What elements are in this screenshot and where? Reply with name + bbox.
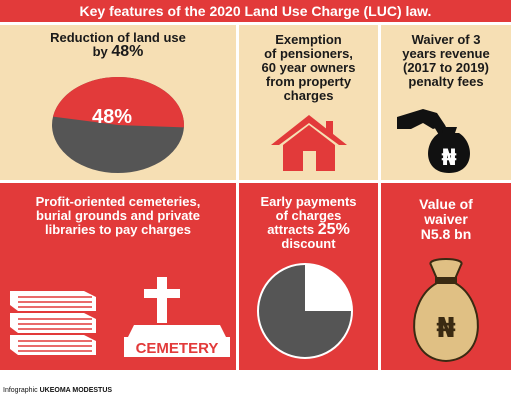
credit-prefix: Infographic: [3, 387, 40, 394]
p2-line4: from property: [265, 74, 352, 89]
p2-line3: 60 year owners: [261, 60, 356, 75]
p6-line3: N5.8 bn: [420, 226, 472, 242]
p5-line3: attracts 25%: [239, 221, 378, 238]
panel-pensioner-exemption: Exemption of pensioners, 60 year owners …: [239, 25, 378, 180]
naira-symbol: ₦: [436, 311, 455, 344]
p4-line3: libraries to pay charges: [45, 222, 191, 237]
panel-text: Value of waiver N5.8 bn: [381, 197, 511, 242]
panel-early-payment-discount: Early payments of charges attracts 25% d…: [239, 183, 378, 370]
p5-line1: Early payments: [260, 194, 357, 209]
panel-cemeteries-libraries: Profit-oriented cemeteries, burial groun…: [0, 183, 236, 370]
cemetery-sign-text: CEMETERY: [136, 340, 219, 357]
p2-line1: Exemption: [275, 32, 342, 47]
panel-penalty-waiver: Waiver of 3 years revenue (2017 to 2019)…: [381, 25, 511, 180]
panel-text: Reduction of land use by 48%: [0, 30, 236, 60]
p1-line2b: 48%: [111, 43, 144, 60]
panel-text: Early payments of charges attracts 25% d…: [239, 195, 378, 251]
panel-waiver-value: Value of waiver N5.8 bn ₦: [381, 183, 511, 370]
house-icon: [271, 115, 347, 171]
discount-pie-icon: [257, 263, 353, 359]
infographic-credit: Infographic UKEOMA MODESTUS: [3, 387, 112, 394]
p4-line1: Profit-oriented cemeteries,: [35, 194, 201, 209]
panel-text: Profit-oriented cemeteries, burial groun…: [0, 195, 236, 237]
p3-line1: Waiver of 3: [411, 32, 481, 47]
p3-line4: penalty fees: [408, 74, 484, 89]
p5-line2: of charges: [275, 208, 342, 223]
p3-line3: (2017 to 2019): [403, 60, 489, 75]
naira-symbol: ₦: [441, 146, 456, 171]
panel-text: Exemption of pensioners, 60 year owners …: [239, 33, 378, 103]
pie-percent-label: 48%: [92, 106, 132, 128]
money-bag-hand-icon: ₦: [397, 109, 470, 173]
p4-line2: burial grounds and private: [36, 208, 200, 223]
pie-highlight-slice: [53, 76, 184, 128]
money-bag-icon: ₦: [413, 258, 479, 363]
p1-line2: by 48%: [0, 43, 236, 60]
p5-line3b: 25%: [317, 221, 350, 238]
discount-pie-slice: [305, 264, 352, 311]
p5-line3a: attracts: [267, 222, 318, 237]
panel-land-use-reduction: Reduction of land use by 48% 48%: [0, 25, 236, 180]
p1-line1: Reduction of land use: [50, 30, 186, 45]
p1-line2a: by: [92, 44, 112, 59]
p2-line5: charges: [283, 88, 334, 103]
p6-line2: waiver: [424, 211, 468, 227]
credit-name: UKEOMA MODESTUS: [39, 387, 113, 394]
p3-line2: years revenue: [402, 46, 490, 61]
tombstone-cross-icon: CEMETERY: [124, 277, 230, 357]
panel-text: Waiver of 3 years revenue (2017 to 2019)…: [381, 33, 511, 89]
pie-chart-icon: 48%: [52, 76, 184, 173]
p5-line4: discount: [281, 236, 336, 251]
p2-line2: of pensioners,: [264, 46, 353, 61]
p6-line1: Value of: [419, 196, 473, 212]
page-title: Key features of the 2020 Land Use Charge…: [0, 0, 511, 22]
books-icon: [10, 291, 96, 355]
